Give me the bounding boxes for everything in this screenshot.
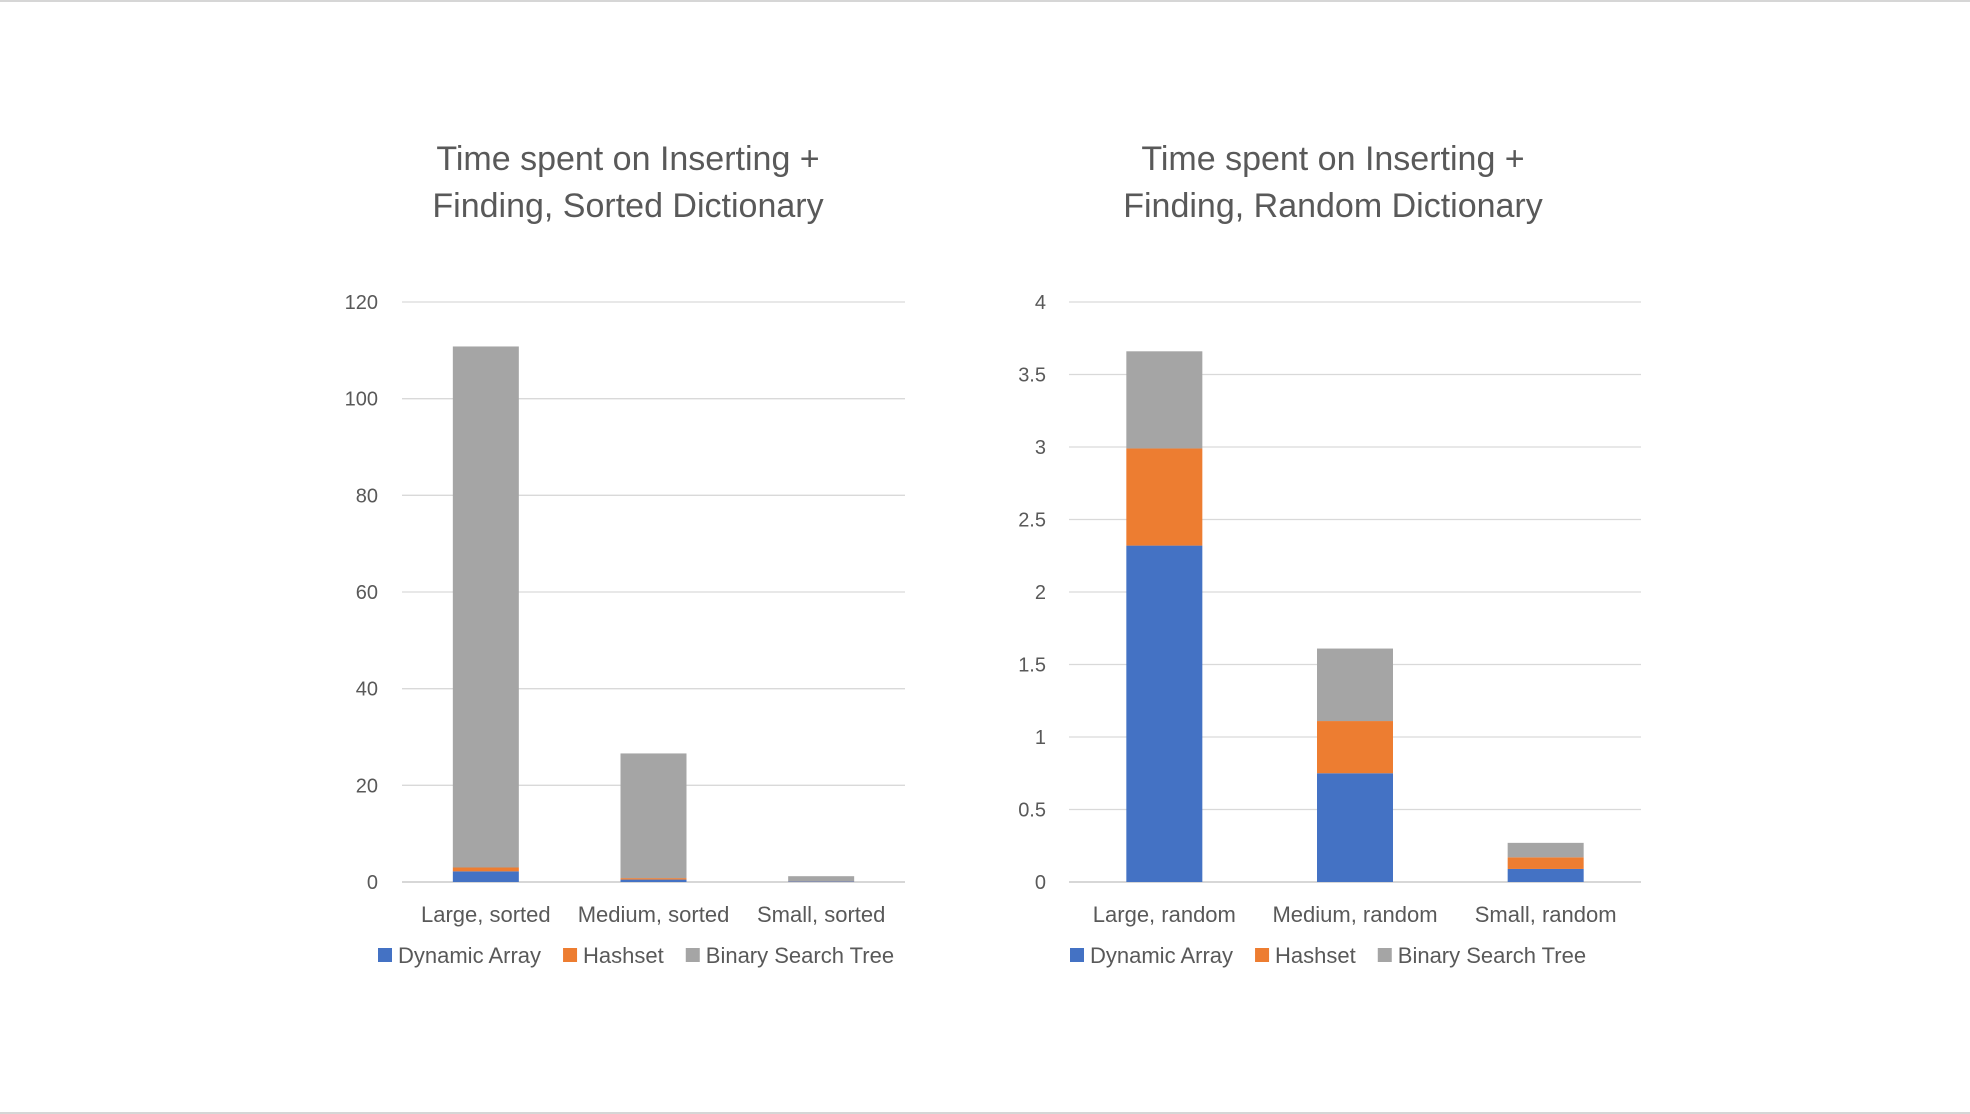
legend-label: Binary Search Tree [1398, 943, 1586, 968]
chart-title-line: Finding, Sorted Dictionary [432, 187, 823, 225]
x-tick-label: Large, sorted [421, 902, 551, 927]
legend: Dynamic Array Hashset Binary Search Tree [378, 943, 894, 968]
bar-binary-search-tree [452, 346, 519, 868]
y-tick-label: 80 [356, 485, 378, 507]
y-tick-label: 40 [356, 679, 378, 701]
y-tick-label: 120 [345, 292, 378, 314]
bar-binary-search-tree [1507, 842, 1584, 858]
bar-binary-search-tree [1317, 648, 1393, 722]
y-tick-label: 60 [356, 582, 378, 604]
legend-label: Dynamic Array [1090, 943, 1233, 968]
bar-dynamic-array [620, 879, 687, 882]
x-tick-label: Small, sorted [757, 902, 885, 927]
x-tick-label: Small, random [1475, 902, 1617, 927]
y-tick-label: 4 [1035, 292, 1046, 314]
legend-label: Hashset [1275, 943, 1356, 968]
bar-hashset [1507, 857, 1584, 869]
y-tick-label: 1.5 [1018, 655, 1046, 677]
legend-swatch [378, 948, 392, 962]
bar-hashset [620, 878, 687, 880]
y-tick-label: 3.5 [1018, 365, 1046, 387]
bar-dynamic-array [1507, 868, 1584, 882]
bar-hashset [452, 867, 519, 872]
y-tick-label: 2.5 [1018, 510, 1046, 532]
chart-1: Time spent on Inserting + Finding, Sorted… [345, 140, 905, 968]
bar-binary-search-tree [1126, 351, 1203, 449]
bar-hashset [1126, 448, 1203, 546]
legend-swatch [563, 948, 578, 962]
bar-hashset [1317, 721, 1393, 774]
legend-swatch [685, 948, 700, 962]
legend-label: Binary Search Tree [706, 943, 894, 968]
y-tick-label: 0 [1035, 872, 1046, 894]
y-tick-label: 1 [1035, 727, 1046, 749]
y-tick-label: 20 [356, 775, 378, 797]
bar-binary-search-tree [788, 876, 855, 882]
y-tick-label: 2 [1035, 582, 1046, 604]
y-tick-label: 100 [345, 389, 378, 411]
legend-swatch [1255, 948, 1270, 962]
bar-dynamic-array [452, 871, 519, 882]
y-tick-label: 0.5 [1018, 800, 1046, 822]
chart-2: Time spent on Inserting + Finding, Random… [1018, 140, 1641, 968]
bar-dynamic-array [1126, 545, 1203, 882]
legend-swatch [1070, 948, 1084, 962]
chart-title-line: Time spent on Inserting + [436, 140, 819, 178]
bar-dynamic-array [1317, 773, 1393, 882]
chart-title-line: Finding, Random Dictionary [1123, 187, 1543, 225]
legend-label: Dynamic Array [398, 943, 541, 968]
x-tick-label: Medium, random [1272, 902, 1437, 927]
x-tick-label: Large, random [1093, 902, 1236, 927]
y-tick-label: 0 [367, 872, 378, 894]
y-tick-label: 3 [1035, 437, 1046, 459]
chart-title-line: Time spent on Inserting + [1141, 140, 1524, 178]
legend: Dynamic Array Hashset Binary Search Tree [1070, 943, 1586, 968]
legend-label: Hashset [583, 943, 664, 968]
bar-binary-search-tree [620, 753, 687, 879]
x-tick-label: Medium, sorted [578, 902, 730, 927]
legend-swatch [1377, 948, 1392, 962]
